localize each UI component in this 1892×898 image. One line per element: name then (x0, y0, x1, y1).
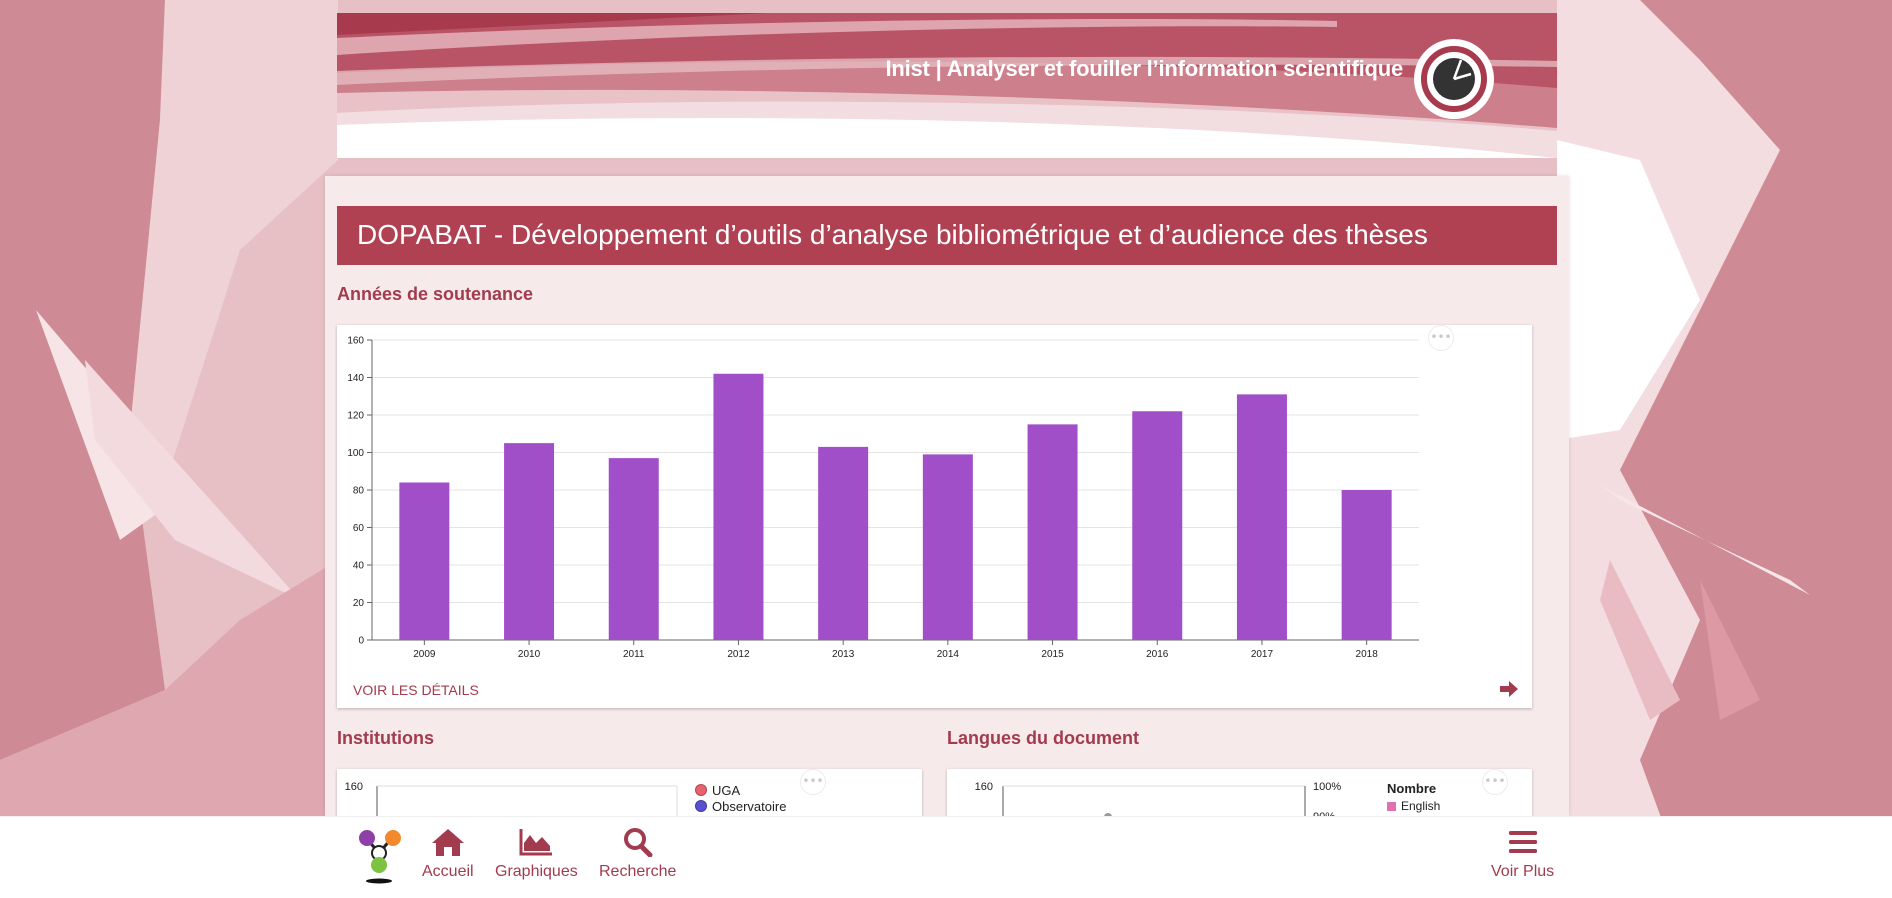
y-tick-label: 0 (358, 636, 364, 647)
y-tick-label: 100 (347, 448, 364, 459)
x-tick-label-2009: 2009 (413, 649, 436, 660)
bar-2016 (1132, 411, 1183, 640)
years-bar-chart: 0 20 40 60 80 100 120 140 160 2009 2010 2011 2012 201… (347, 336, 1419, 660)
legend-color-square (1387, 802, 1396, 811)
legend-color-dot (695, 784, 707, 796)
search-icon (623, 828, 653, 857)
arrow-right-icon[interactable] (1500, 681, 1518, 697)
y-tick-label: 20 (353, 598, 365, 609)
y-tick-label: 160 (347, 336, 364, 347)
y-tick-label: 40 (353, 561, 365, 572)
nav-accueil[interactable]: Accueil (422, 827, 474, 881)
languages-ytick-right-1: 100% (1313, 781, 1341, 793)
nav-label: Voir Plus (1491, 863, 1555, 880)
app-logo-icon[interactable] (357, 827, 401, 885)
legend-title: Nombre (1387, 781, 1437, 796)
x-tick-label-2014: 2014 (937, 649, 960, 660)
page-title: DOPABAT - Développement d’outils d’analy… (357, 219, 1428, 250)
x-tick-label-2012: 2012 (727, 649, 750, 660)
x-tick-label-2013: 2013 (832, 649, 855, 660)
nav-voir-plus[interactable]: Voir Plus (1491, 827, 1554, 881)
nav-graphiques[interactable]: Graphiques (495, 827, 578, 881)
y-tick-label: 60 (353, 523, 365, 534)
bar-2015 (1027, 424, 1078, 640)
legend-item-english[interactable]: English (1387, 799, 1440, 813)
header-banner (337, 13, 1557, 158)
legend-color-dot (695, 800, 707, 812)
x-tick-label-2015: 2015 (1041, 649, 1064, 660)
hamburger-menu-icon (1508, 831, 1537, 853)
legend-item-uga[interactable]: UGA (695, 783, 740, 798)
bar-2010 (504, 443, 555, 640)
bar-2012 (713, 373, 764, 640)
bar-2017 (1236, 394, 1287, 640)
nav-label: Recherche (599, 863, 677, 880)
bar-2014 (922, 454, 973, 640)
title-bar: DOPABAT - Développement d’outils d’analy… (337, 206, 1557, 265)
legend-item-observatoire[interactable]: Observatoire (695, 799, 786, 814)
nav-label: Accueil (422, 863, 474, 880)
bar-2011 (608, 458, 659, 640)
bar-2013 (818, 446, 869, 640)
institutions-ytick: 160 (345, 781, 363, 793)
bar-2018 (1341, 490, 1392, 640)
x-tick-label-2016: 2016 (1146, 649, 1169, 660)
nav-recherche[interactable]: Recherche (599, 827, 676, 881)
section-title-institutions: Institutions (337, 728, 434, 748)
x-tick-label-2010: 2010 (518, 649, 541, 660)
bar-2009 (399, 482, 450, 640)
area-chart-icon (519, 829, 553, 856)
y-tick-label: 80 (353, 486, 365, 497)
banner-title: Inist | Analyser et fouiller l’informati… (885, 56, 1403, 81)
details-link[interactable]: VOIR LES DÉTAILS (353, 682, 479, 698)
bottom-nav: Accueil Graphiques Recherche Voir Plus (0, 816, 1892, 898)
x-tick-label-2011: 2011 (623, 649, 645, 660)
languages-ytick-left: 160 (975, 781, 993, 793)
x-tick-label-2017: 2017 (1251, 649, 1274, 660)
inist-logo-icon (1414, 39, 1494, 119)
x-tick-label-2018: 2018 (1356, 649, 1379, 660)
section-title-years: Années de soutenance (337, 284, 534, 304)
more-dots-icon[interactable]: ••• (800, 769, 826, 795)
more-dots-icon[interactable]: ••• (1428, 325, 1454, 351)
years-chart-card: 0 20 40 60 80 100 120 140 160 2009 2010 2011 2012 201… (337, 325, 1532, 708)
y-tick-label: 140 (347, 373, 364, 384)
section-title-languages: Langues du document (947, 728, 1140, 748)
more-dots-icon[interactable]: ••• (1482, 769, 1508, 795)
home-icon (431, 829, 464, 856)
nav-label: Graphiques (495, 863, 578, 880)
y-tick-label: 120 (347, 411, 364, 422)
